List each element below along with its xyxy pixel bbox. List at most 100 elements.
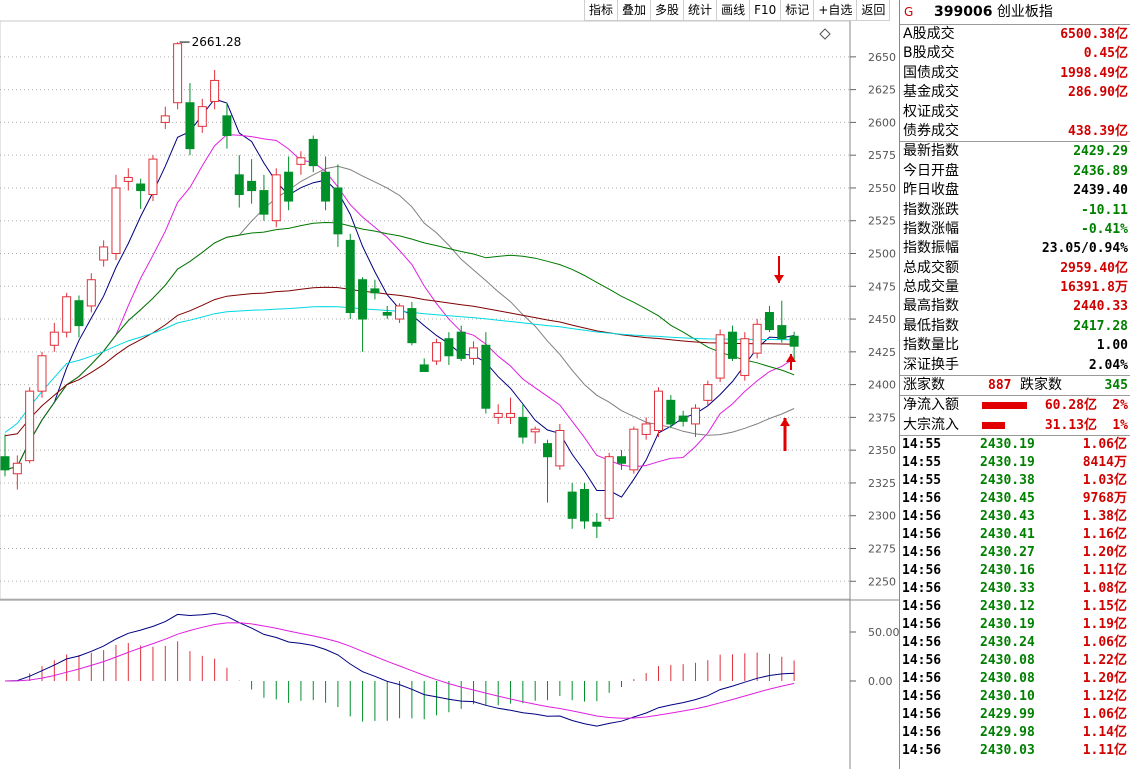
candle[interactable] bbox=[592, 513, 602, 539]
candle[interactable] bbox=[641, 417, 651, 440]
candle[interactable] bbox=[567, 482, 577, 529]
candle-body bbox=[74, 300, 84, 327]
candle[interactable] bbox=[789, 331, 799, 362]
candle[interactable] bbox=[99, 240, 109, 267]
candle[interactable] bbox=[0, 434, 10, 477]
candle[interactable] bbox=[506, 397, 516, 424]
candle[interactable] bbox=[25, 387, 35, 464]
candle[interactable] bbox=[197, 98, 207, 133]
candle[interactable] bbox=[703, 380, 713, 406]
tick-row[interactable]: 14:56 2430.16 1.11亿 bbox=[900, 562, 1130, 580]
candle[interactable] bbox=[764, 305, 774, 333]
candle[interactable] bbox=[259, 174, 269, 221]
toolbar-back-button[interactable]: 返回 bbox=[857, 0, 891, 21]
candle[interactable] bbox=[345, 233, 355, 320]
candle[interactable] bbox=[148, 155, 158, 202]
candle[interactable] bbox=[370, 279, 380, 300]
candle-body bbox=[234, 174, 244, 196]
candle[interactable] bbox=[234, 155, 244, 208]
candle[interactable] bbox=[284, 156, 294, 211]
candlestick-series[interactable] bbox=[0, 42, 799, 539]
candle[interactable] bbox=[715, 329, 725, 382]
candle[interactable] bbox=[419, 358, 429, 372]
tick-row[interactable]: 14:56 2430.27 1.20亿 bbox=[900, 544, 1130, 562]
candle[interactable] bbox=[86, 273, 96, 313]
toolbar-draw-line-button[interactable]: 画线 bbox=[717, 0, 751, 21]
toolbar-multi-stock-button[interactable]: 多股 bbox=[651, 0, 685, 21]
tick-row[interactable]: 14:55 2430.19 8414万 bbox=[900, 454, 1130, 472]
candle[interactable] bbox=[456, 325, 466, 362]
candle[interactable] bbox=[308, 135, 318, 173]
y-tick-label: 2450 bbox=[868, 313, 896, 326]
toolbar-statistics-button[interactable]: 统计 bbox=[684, 0, 718, 21]
candle[interactable] bbox=[136, 178, 146, 209]
candle[interactable] bbox=[62, 292, 72, 338]
candle[interactable] bbox=[111, 174, 121, 261]
tick-row[interactable]: 14:55 2430.38 1.03亿 bbox=[900, 472, 1130, 490]
candle[interactable] bbox=[432, 338, 442, 365]
candle[interactable] bbox=[604, 452, 614, 521]
tick-row[interactable]: 14:56 2430.08 1.22亿 bbox=[900, 652, 1130, 670]
candle[interactable] bbox=[271, 168, 281, 228]
candle[interactable] bbox=[740, 332, 750, 381]
candle[interactable] bbox=[247, 159, 257, 204]
stat-row: 指数涨跌 -10.11 bbox=[900, 201, 1130, 220]
candle[interactable] bbox=[469, 341, 479, 365]
kline-chart[interactable]: 50.00 0.00 2650 2625 2600 2575 2550 2525 2500 24… bbox=[0, 0, 899, 769]
candle[interactable] bbox=[653, 387, 663, 438]
candle[interactable] bbox=[222, 102, 232, 149]
candle[interactable] bbox=[493, 404, 503, 424]
stat-row: 总成交量 16391.8万 bbox=[900, 278, 1130, 297]
candle[interactable] bbox=[617, 450, 626, 470]
candle[interactable] bbox=[160, 106, 170, 129]
candle[interactable] bbox=[395, 303, 405, 323]
tick-row[interactable]: 14:56 2430.45 9768万 bbox=[900, 490, 1130, 508]
candle[interactable] bbox=[777, 300, 787, 343]
candle[interactable] bbox=[185, 83, 195, 156]
tick-row[interactable]: 14:56 2430.24 1.06亿 bbox=[900, 634, 1130, 652]
candle[interactable] bbox=[555, 423, 565, 470]
tick-row[interactable]: 14:56 2430.43 1.38亿 bbox=[900, 508, 1130, 526]
tick-row[interactable]: 14:56 2429.99 1.06亿 bbox=[900, 706, 1130, 724]
candle[interactable] bbox=[481, 332, 491, 414]
candle[interactable] bbox=[210, 69, 220, 110]
tick-row[interactable]: 14:56 2429.98 1.14亿 bbox=[900, 724, 1130, 742]
tick-row[interactable]: 14:55 2430.19 1.06亿 bbox=[900, 436, 1130, 454]
candle[interactable] bbox=[382, 305, 392, 320]
tick-row[interactable]: 14:56 2430.33 1.08亿 bbox=[900, 580, 1130, 598]
tick-row[interactable]: 14:56 2430.08 1.20亿 bbox=[900, 670, 1130, 688]
candle[interactable] bbox=[444, 332, 454, 365]
candle[interactable] bbox=[74, 295, 84, 338]
candle[interactable] bbox=[321, 156, 331, 211]
candle-body bbox=[604, 456, 614, 519]
candle[interactable] bbox=[407, 302, 417, 346]
candle[interactable] bbox=[173, 42, 183, 110]
candle[interactable] bbox=[49, 322, 59, 352]
tick-row[interactable]: 14:56 2430.03 1.11亿 bbox=[900, 742, 1130, 760]
candle[interactable] bbox=[530, 426, 540, 444]
tick-row[interactable]: 14:56 2430.19 1.19亿 bbox=[900, 616, 1130, 634]
toolbar-f10-button[interactable]: F10 bbox=[750, 0, 782, 21]
tick-row[interactable]: 14:56 2430.12 1.15亿 bbox=[900, 598, 1130, 616]
candle[interactable] bbox=[37, 351, 47, 398]
candle[interactable] bbox=[518, 404, 528, 444]
tick-row[interactable]: 14:56 2430.10 1.12亿 bbox=[900, 688, 1130, 706]
diamond-icon[interactable] bbox=[819, 28, 831, 40]
candle[interactable] bbox=[333, 164, 343, 247]
candle[interactable] bbox=[727, 325, 737, 362]
candle[interactable] bbox=[580, 482, 590, 529]
candle-body bbox=[727, 331, 737, 359]
candle[interactable] bbox=[358, 277, 368, 352]
candle[interactable] bbox=[690, 404, 700, 438]
candle[interactable] bbox=[752, 319, 762, 359]
candle[interactable] bbox=[543, 439, 553, 503]
candle[interactable] bbox=[12, 455, 22, 490]
tick-price: 2430.27 bbox=[980, 545, 1035, 561]
candle[interactable] bbox=[123, 168, 133, 191]
tick-row[interactable]: 14:56 2430.41 1.16亿 bbox=[900, 526, 1130, 544]
candle[interactable] bbox=[296, 151, 306, 175]
candle[interactable] bbox=[629, 426, 639, 474]
candle[interactable] bbox=[678, 410, 688, 427]
tick-list[interactable]: 14:55 2430.19 1.06亿 14:55 2430.19 8414万 14:55 2… bbox=[900, 435, 1130, 760]
candle[interactable] bbox=[666, 395, 676, 428]
